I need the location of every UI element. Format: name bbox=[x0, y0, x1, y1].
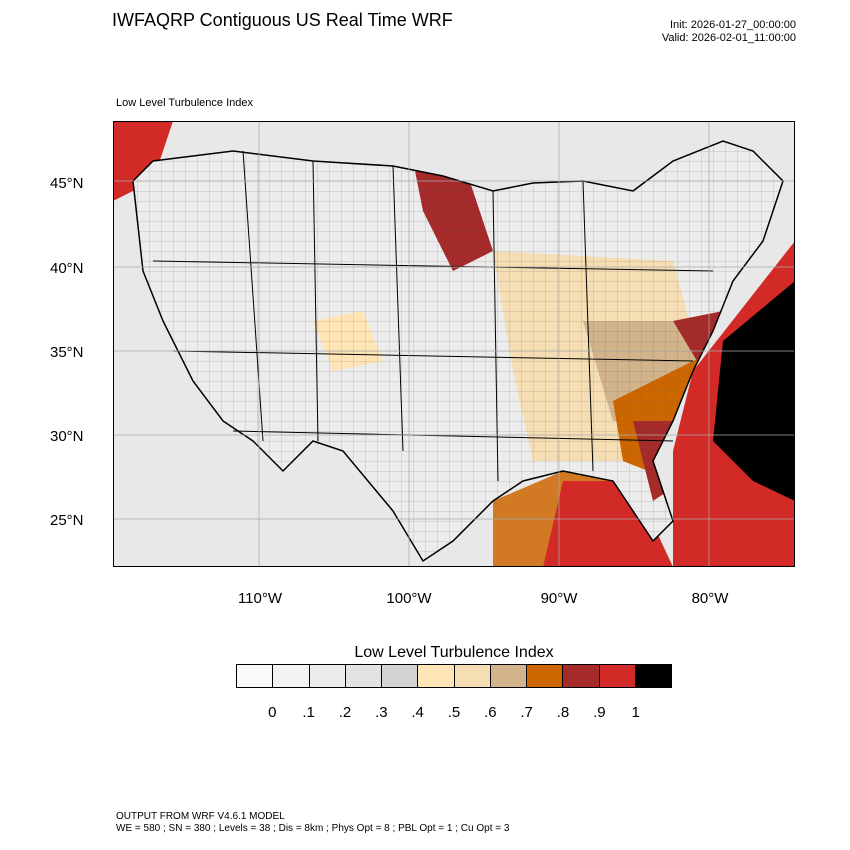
colorbar-tick-label: 0 bbox=[268, 704, 277, 721]
colorbar-swatch bbox=[635, 665, 671, 687]
colorbar-tick-label: .6 bbox=[484, 704, 497, 721]
colorbar-swatch bbox=[237, 665, 274, 687]
lat-label: 45°N bbox=[50, 175, 84, 192]
turbulence-map bbox=[113, 121, 795, 567]
lat-label: 25°N bbox=[50, 512, 84, 529]
map-subtitle: Low Level Turbulence Index bbox=[116, 97, 253, 109]
lon-label: 80°W bbox=[691, 590, 729, 607]
colorbar-tick-label: .9 bbox=[593, 704, 606, 721]
footer-model: OUTPUT FROM WRF V4.6.1 MODEL bbox=[116, 811, 285, 822]
lon-label: 100°W bbox=[386, 590, 432, 607]
init-time: Init: 2026-01-27_00:00:00 bbox=[670, 19, 796, 31]
colorbar-swatch bbox=[599, 665, 636, 687]
colorbar-swatch bbox=[418, 665, 455, 687]
lat-label: 35°N bbox=[50, 344, 84, 361]
colorbar-tick-label: .2 bbox=[338, 704, 352, 721]
colorbar-title: Low Level Turbulence Index bbox=[354, 644, 554, 661]
lon-label: 110°W bbox=[237, 590, 283, 607]
graticule bbox=[113, 121, 795, 567]
colorbar-tick-label: .7 bbox=[520, 704, 533, 721]
colorbar-swatch bbox=[490, 665, 527, 687]
page-title: IWFAQRP Contiguous US Real Time WRF bbox=[112, 10, 453, 30]
valid-time: Valid: 2026-02-01_11:00:00 bbox=[661, 32, 796, 44]
colorbar-swatch bbox=[273, 665, 310, 687]
colorbar-swatch bbox=[454, 665, 491, 687]
colorbar bbox=[236, 664, 672, 688]
lon-label: 90°W bbox=[540, 590, 578, 607]
footer-config: WE = 580 ; SN = 380 ; Levels = 38 ; Dis … bbox=[116, 823, 510, 834]
colorbar-swatch bbox=[563, 665, 600, 687]
colorbar-swatch bbox=[309, 665, 346, 687]
colorbar-tick-label: .5 bbox=[447, 704, 461, 721]
colorbar-tick-label: .1 bbox=[302, 704, 315, 721]
colorbar-swatch bbox=[527, 665, 564, 687]
colorbar-tick-label: 1 bbox=[631, 704, 640, 721]
state-boundaries bbox=[152, 150, 714, 482]
lat-label: 40°N bbox=[50, 260, 84, 277]
colorbar-swatch bbox=[382, 665, 419, 687]
colorbar-tick-label: .4 bbox=[411, 704, 424, 721]
atlantic-max-region bbox=[713, 281, 795, 501]
map-frame bbox=[113, 121, 795, 567]
colorbar-tick-label: .8 bbox=[556, 704, 570, 721]
colorbar-swatch bbox=[345, 665, 382, 687]
colorbar-tick-label: .3 bbox=[375, 704, 388, 721]
lat-label: 30°N bbox=[50, 428, 84, 445]
